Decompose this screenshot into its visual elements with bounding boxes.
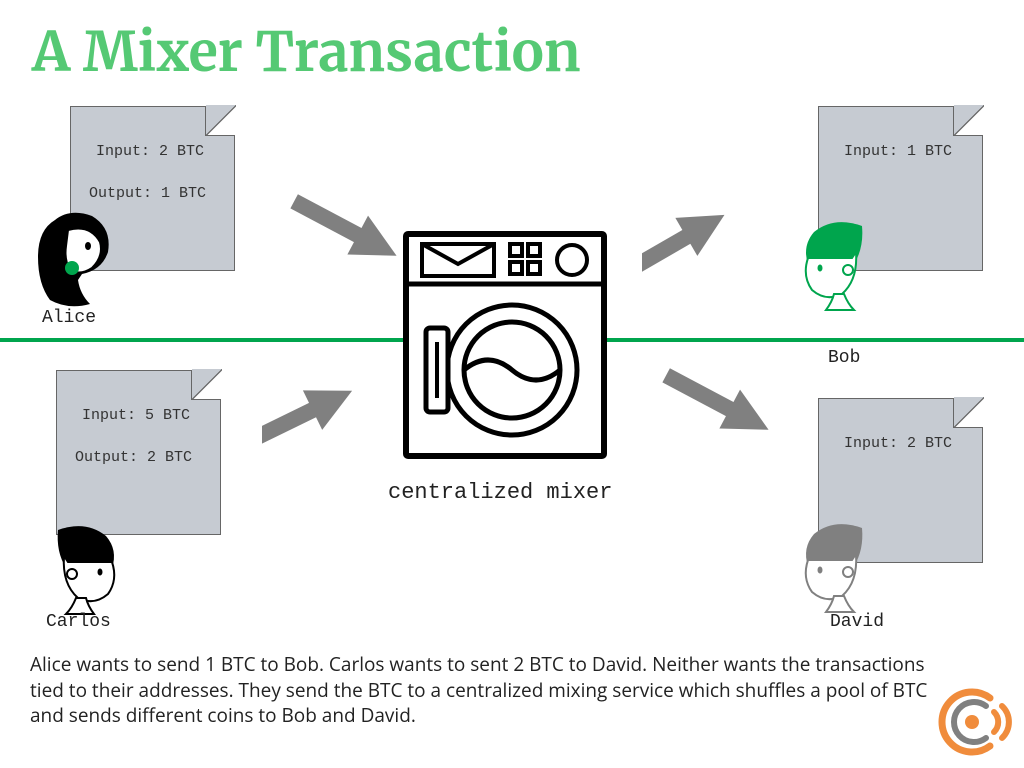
doc-bob-input: Input: 1 BTC bbox=[844, 143, 952, 160]
doc-carlos-input: Input: 5 BTC bbox=[82, 407, 190, 424]
description-text: Alice wants to send 1 BTC to Bob. Carlos… bbox=[30, 652, 930, 729]
arrow-mixer-to-david-icon bbox=[640, 360, 780, 470]
label-david: David bbox=[830, 612, 884, 632]
arrow-carlos-to-mixer-icon bbox=[262, 358, 402, 468]
doc-fold-icon bbox=[191, 370, 221, 400]
brand-logo-icon bbox=[936, 684, 1014, 762]
arrow-mixer-to-bob-icon bbox=[642, 186, 782, 296]
doc-alice-input: Input: 2 BTC bbox=[96, 143, 204, 160]
doc-alice-output: Output: 1 BTC bbox=[89, 185, 206, 202]
doc-fold-icon bbox=[953, 398, 983, 428]
page-title: A Mixer Transaction bbox=[32, 18, 581, 86]
doc-david-input: Input: 2 BTC bbox=[844, 435, 952, 452]
person-david-icon bbox=[782, 510, 892, 620]
person-bob-icon bbox=[782, 208, 892, 318]
document-carlos: Input: 5 BTC Output: 2 BTC bbox=[56, 370, 221, 535]
doc-carlos-output: Output: 2 BTC bbox=[75, 449, 192, 466]
doc-fold-icon bbox=[953, 106, 983, 136]
label-bob: Bob bbox=[828, 348, 860, 368]
mixer-label: centralized mixer bbox=[388, 480, 612, 505]
arrow-alice-to-mixer-icon bbox=[268, 186, 408, 296]
label-carlos: Carlos bbox=[46, 612, 111, 632]
doc-fold-icon bbox=[205, 106, 235, 136]
person-alice-icon bbox=[30, 202, 140, 312]
person-carlos-icon bbox=[28, 512, 138, 622]
mixer-icon bbox=[400, 228, 610, 463]
label-alice: Alice bbox=[42, 308, 96, 328]
